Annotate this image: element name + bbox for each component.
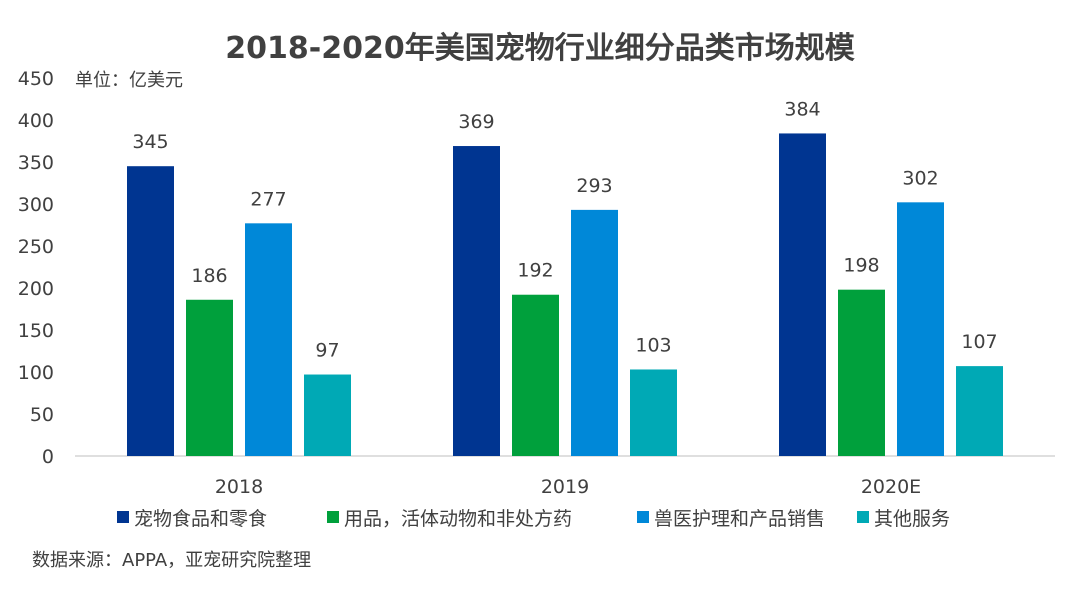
y-tick-label: 100 [18,362,54,384]
data-label: 198 [843,255,879,277]
bar [779,133,826,456]
bar [512,294,559,456]
legend-item: 兽医护理和产品销售 [637,508,825,530]
bar [838,289,885,456]
bar [453,146,500,457]
y-tick-label: 200 [18,278,54,300]
legend-swatch [327,511,339,523]
data-label: 384 [784,98,820,120]
bar [304,374,351,456]
legend-label: 其他服务 [874,508,950,530]
y-tick-label: 250 [18,236,54,258]
x-tick-label: 2019 [541,476,589,498]
bar [630,369,677,456]
bar [186,299,233,456]
bar [245,223,292,456]
data-label: 107 [961,331,997,353]
data-label: 293 [576,175,612,197]
source-note: 数据来源：APPA，亚宠研究院整理 [32,550,311,571]
legend-swatch [857,511,869,523]
data-label: 192 [517,260,553,282]
y-tick-label: 0 [42,446,54,468]
legend-item: 用品，活体动物和非处方药 [327,508,572,530]
bar [127,166,174,456]
data-label: 103 [635,334,671,356]
data-label: 97 [315,340,339,362]
chart-title: 2018-2020年美国宠物行业细分品类市场规模 [225,31,854,66]
data-label: 302 [902,167,938,189]
unit-label: 单位：亿美元 [75,70,183,91]
legend-label: 宠物食品和零食 [134,508,267,530]
y-tick-label: 50 [30,404,54,426]
y-tick-label: 350 [18,152,54,174]
y-tick-label: 300 [18,194,54,216]
legend-label: 用品，活体动物和非处方药 [344,508,572,530]
bar [897,202,944,456]
data-label: 186 [191,265,227,287]
legend-swatch [637,511,649,523]
legend-item: 宠物食品和零食 [117,508,267,530]
x-tick-label: 2020E [861,476,921,498]
legend-item: 其他服务 [857,508,950,530]
x-tick-label: 2018 [215,476,263,498]
legend-swatch [117,511,129,523]
data-label: 277 [250,188,286,210]
legend-label: 兽医护理和产品销售 [654,508,825,530]
bar [571,209,618,456]
bar [956,366,1003,456]
data-label: 369 [458,111,494,133]
y-tick-label: 150 [18,320,54,342]
data-label: 345 [132,131,168,153]
y-tick-label: 450 [18,68,54,90]
y-tick-label: 400 [18,110,54,132]
